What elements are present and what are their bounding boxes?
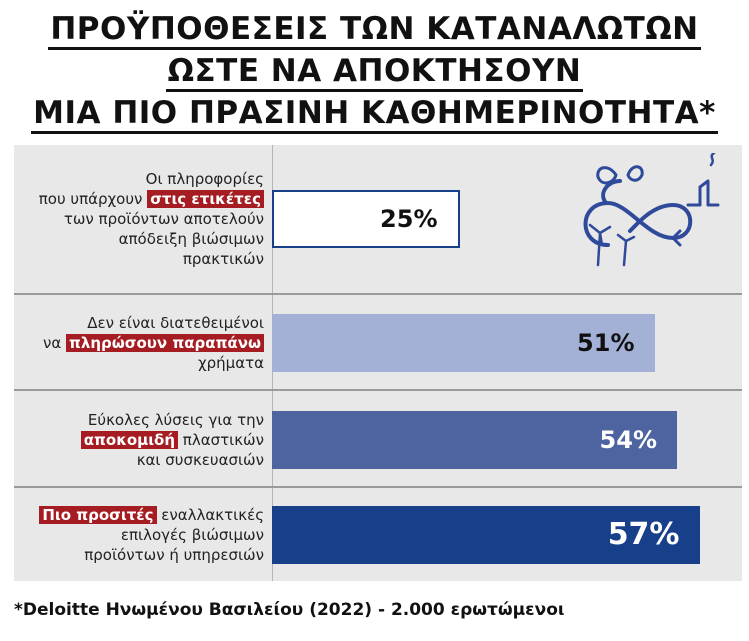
title-line-1: ΠΡΟΫΠΟΘΕΣΕΙΣ ΤΩΝ ΚΑΤΑΝΑΛΩΤΩΝ [0,8,749,50]
chart-row: Οι πληροφορίες που υπάρχουν στις ετικέτες… [14,145,742,293]
data-label: 57% [607,517,680,552]
bar-chart: Οι πληροφορίες που υπάρχουν στις ετικέτες… [14,145,742,581]
bar: 25% [272,190,460,248]
title-line-2: ΩΣΤΕ ΝΑ ΑΠΟΚΤΗΣΟΥΝ [0,50,749,92]
label-text: πλαστικών [178,430,264,449]
highlight-text: Πιο προσιτές [39,505,157,524]
chart-title: ΠΡΟΫΠΟΘΕΣΕΙΣ ΤΩΝ ΚΑΤΑΝΑΛΩΤΩΝ ΩΣΤΕ ΝΑ ΑΠΟ… [0,8,749,134]
label-text: Οι πληροφορίες [145,170,264,188]
label-text: Δεν είναι διατεθειμένοι [87,314,264,332]
chart-row: Δεν είναι διατεθειμένοι να πληρώσουν παρα… [14,293,742,391]
label-text: χρήματα [197,354,264,372]
recycle-infinity-icon [583,153,720,267]
category-label: Εύκολες λύσεις για την αποκομιδή πλαστικώ… [14,410,264,470]
highlight-text: πληρώσουν παραπάνω [65,334,264,352]
label-text: των προϊόντων αποτελούν [63,210,264,228]
label-text: που υπάρχουν [38,190,148,208]
label-text: Εύκολες λύσεις για την [87,410,264,429]
highlight-text: αποκομιδή [80,430,179,449]
label-text: εναλλακτικές [156,505,264,524]
data-label: 51% [577,329,635,357]
bar: 51% [272,314,655,372]
title-line-3: ΜΙΑ ΠΙΟ ΠΡΑΣΙΝΗ ΚΑΘΗΜΕΡΙΝΟΤΗΤΑ* [0,92,749,134]
label-text: προϊόντων ή υπηρεσιών [84,545,264,564]
label-text: επιλογές βιώσιμων [120,525,264,544]
footnote: *Deloitte Ηνωμένου Βασιλείου (2022) - 2.… [14,600,565,620]
chart-row: Πιο προσιτές εναλλακτικές επιλογές βιώσιμ… [14,486,742,581]
label-text: και συσκευασιών [136,450,264,469]
label-text: να [42,334,66,352]
data-label: 25% [380,205,438,233]
chart-row: Εύκολες λύσεις για την αποκομιδή πλαστικώ… [14,389,742,488]
highlight-text: στις ετικέτες [147,190,264,208]
label-text: πρακτικών [182,250,264,268]
category-label: Δεν είναι διατεθειμένοι να πληρώσουν παρα… [14,313,264,373]
category-label: Πιο προσιτές εναλλακτικές επιλογές βιώσιμ… [14,505,264,565]
category-label: Οι πληροφορίες που υπάρχουν στις ετικέτες… [14,169,264,269]
data-label: 54% [599,425,657,454]
bar: 57% [272,505,700,564]
bar: 54% [272,410,677,469]
label-text: απόδειξη βιώσιμων [118,230,264,248]
